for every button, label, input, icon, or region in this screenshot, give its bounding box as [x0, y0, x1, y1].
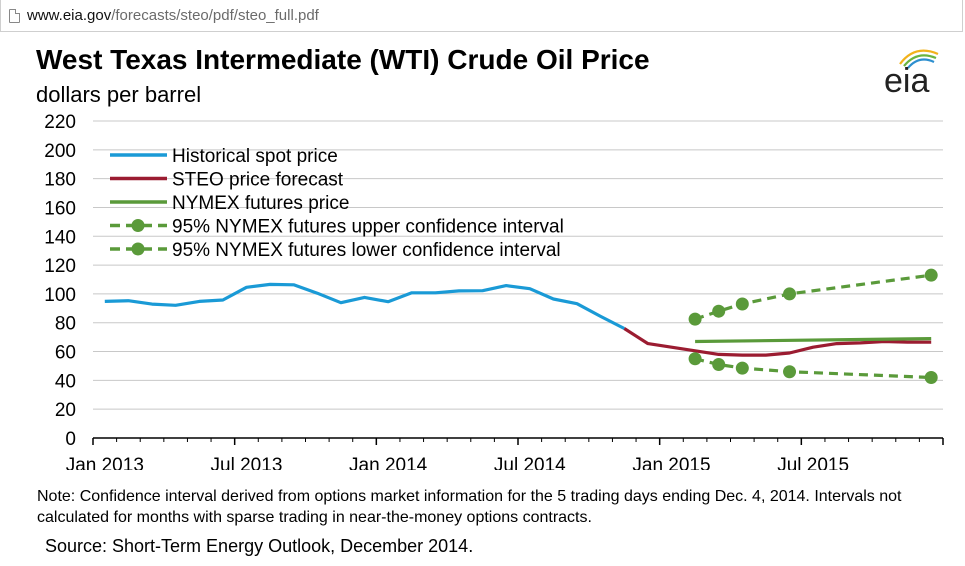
ci-marker [735, 361, 749, 375]
y-tick-label: 40 [55, 371, 76, 392]
legend-marker [131, 219, 145, 232]
y-tick-label: 220 [44, 112, 76, 133]
y-tick-label: 140 [44, 227, 76, 248]
x-axis: Jan 2013 Jul 2013 Jan 2014 Jul 2014 Jan 2015… [66, 437, 944, 470]
ci-marker [712, 358, 726, 372]
x-tick-label: Jan 2014 [349, 455, 428, 470]
y-tick-label: 60 [55, 343, 76, 364]
y-tick-label: 120 [44, 256, 76, 277]
legend-label: 95% NYMEX futures upper confidence inter… [172, 217, 564, 238]
x-tick-label: Jan 2013 [66, 455, 144, 470]
legend-label: Historical spot price [172, 146, 338, 167]
chart-note: Note: Confidence interval derived from o… [37, 488, 902, 526]
x-tick-label: Jan 2015 [632, 455, 710, 470]
legend-label: NYMEX futures price [172, 193, 349, 214]
ci-marker [688, 312, 702, 326]
chart-subtitle: dollars per barrel [36, 82, 202, 107]
eia-logo: eia [884, 49, 939, 100]
series-line-1 [623, 327, 932, 357]
logo-text: eia [884, 62, 929, 100]
y-tick-label: 200 [44, 141, 76, 162]
ci-marker [735, 297, 749, 311]
y-tick-label: 80 [55, 314, 76, 335]
url-path: /forecasts/steo/pdf/steo_full.pdf [111, 7, 319, 24]
url-text[interactable]: www.eia.gov/forecasts/steo/pdf/steo_full… [27, 7, 319, 24]
legend: Historical spot price STEO price forecast… [110, 146, 564, 261]
ci-marker [712, 304, 726, 318]
legend-label: 95% NYMEX futures lower confidence inter… [172, 240, 561, 261]
x-tick-label: Jul 2015 [777, 455, 849, 470]
address-bar[interactable]: www.eia.gov/forecasts/steo/pdf/steo_full… [0, 0, 963, 32]
y-tick-label: 180 [44, 170, 76, 191]
y-tick-label: 20 [55, 400, 76, 421]
series-line-4 [694, 357, 932, 380]
ci-marker [924, 268, 938, 282]
y-axis-ticks: 0 20 40 60 80 100 120 140 160 180 200 220 [44, 112, 76, 450]
series-line-3 [694, 273, 932, 321]
ci-marker [783, 287, 797, 301]
chart-title: West Texas Intermediate (WTI) Crude Oil … [36, 44, 650, 75]
url-domain: www.eia.gov [27, 7, 112, 24]
ci-marker [924, 370, 938, 384]
ci-marker [688, 352, 702, 366]
legend-marker [131, 242, 145, 256]
y-tick-label: 0 [65, 429, 76, 450]
legend-label: STEO price forecast [172, 170, 344, 191]
series-line-2 [695, 337, 932, 344]
logo-sun-rays-icon [899, 49, 939, 69]
series-group [104, 268, 938, 384]
y-tick-label: 100 [44, 285, 76, 306]
page-icon [9, 9, 20, 23]
chart-source: Source: Short-Term Energy Outlook, Decem… [45, 536, 474, 556]
x-tick-label: Jul 2013 [211, 455, 283, 470]
ci-marker [783, 365, 797, 379]
x-tick-label: Jul 2014 [494, 455, 566, 470]
series-line-0 [104, 282, 626, 330]
y-tick-label: 160 [44, 198, 76, 219]
